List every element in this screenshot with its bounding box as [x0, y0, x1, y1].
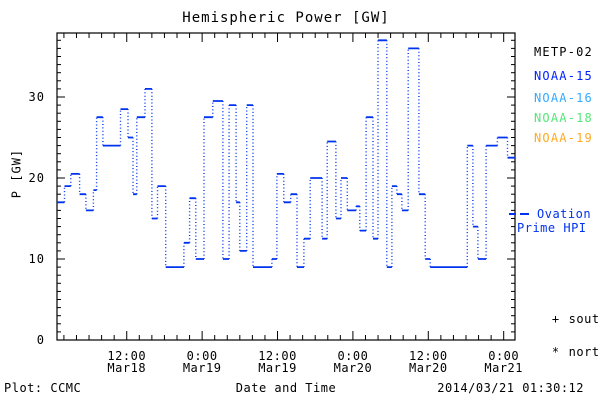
hpi-step-line-connectors	[63, 40, 509, 268]
y-tick-label: 0	[36, 333, 45, 347]
x-tick-label-time: 12:00	[107, 349, 147, 363]
x-tick-label-time: 12:00	[258, 349, 297, 363]
legend-item-noaa-16: NOAA-16	[534, 91, 593, 105]
x-tick-label-date: Mar18	[107, 361, 147, 375]
x-ticks	[63, 33, 505, 340]
x-axis-title: Date and Time	[235, 381, 337, 395]
chart-title: Hemispheric Power [GW]	[182, 10, 390, 26]
hpi-step-line-horizontals	[57, 39, 515, 268]
plus-marker-icon: +	[551, 312, 560, 326]
legend-item-metp-02: METP-02	[534, 45, 593, 59]
x-tick-label-date: Mar19	[258, 361, 297, 375]
ovation-line-sample-dash	[520, 213, 529, 215]
axis-frame	[56, 32, 516, 341]
legend-item-noaa-18: NOAA-18	[534, 111, 593, 125]
x-tick-label-date: Mar19	[182, 361, 222, 375]
asterisk-marker-icon: *	[551, 345, 560, 359]
south-label: south	[568, 312, 600, 326]
x-tick-label-date: Mar21	[484, 361, 523, 375]
legend-item-noaa-19: NOAA-19	[534, 131, 593, 145]
y-ticks	[57, 39, 515, 341]
plot-credit: Plot: CCMC	[4, 381, 82, 395]
y-tick-label: 30	[28, 89, 45, 104]
x-tick-label-date: Mar20	[333, 361, 373, 375]
y-tick-label: 20	[28, 170, 45, 185]
legend-item-noaa-15: NOAA-15	[534, 69, 593, 83]
legend-ovation-label-line1: Ovation	[537, 207, 592, 221]
ovation-line-sample-dash	[509, 213, 516, 215]
legend-marker-north: * north	[521, 331, 600, 359]
x-tick-label-time: 12:00	[408, 349, 448, 363]
y-tick-label: 10	[28, 251, 45, 266]
x-tick-label-time: 0:00	[488, 349, 520, 363]
x-tick-label-time: 0:00	[337, 349, 369, 363]
legend-ovation-label-line2: Prime HPI	[517, 221, 587, 235]
x-tick-label-time: 0:00	[186, 349, 218, 363]
timestamp: 2014/03/21 01:30:12	[437, 381, 584, 395]
legend-marker-south: + south	[521, 298, 600, 326]
x-tick-label-date: Mar20	[408, 361, 448, 375]
north-label: north	[568, 345, 600, 359]
